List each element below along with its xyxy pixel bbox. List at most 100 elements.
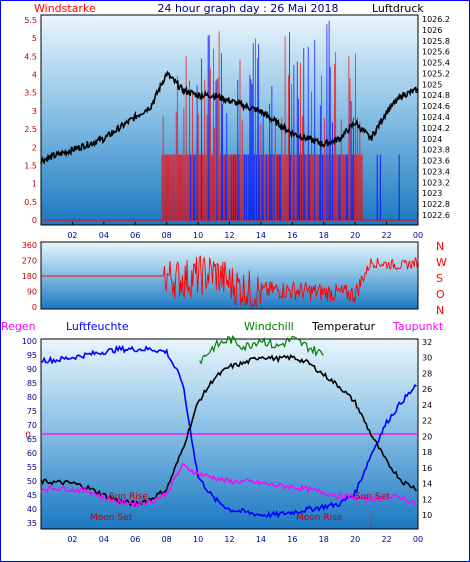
x-tick-label: 12	[224, 231, 234, 240]
windchill-label: Windchill	[244, 320, 294, 333]
direction-tick-label: 360	[22, 241, 37, 250]
temperature-tick-label: 16	[422, 464, 432, 473]
wind-tick-label: 3.5	[24, 89, 37, 98]
temperature-tick-label: 28	[422, 369, 432, 378]
pressure-tick-label: 1026	[422, 26, 442, 35]
humidity-tick-label: 85	[27, 379, 37, 388]
wind-tick-labels: 5.5 5 4.5 4 3.5 3 2.5 2 1.5 1 0.5 0	[24, 16, 37, 225]
pressure-tick-label: 1022.6	[422, 211, 450, 220]
temperature-tick-label: 32	[422, 338, 432, 347]
humidity-tick-label: 40	[27, 505, 37, 514]
temperature-tick-label: 18	[422, 448, 432, 457]
x-tick-label: 18	[319, 535, 329, 544]
x-tick-label: 06	[130, 535, 140, 544]
x-axis-tick-labels: 02 04 06 08 10 12 14 16 18 20 22 00	[67, 535, 423, 544]
x-tick-label: 04	[99, 535, 109, 544]
x-tick-label: 14	[256, 535, 266, 544]
wind-tick-label: 3	[32, 107, 37, 116]
humidity-tick-label: 55	[27, 463, 37, 472]
humidity-tick-label: 65	[27, 435, 37, 444]
pressure-tick-label: 1023.8	[422, 146, 450, 155]
x-tick-label: 16	[287, 231, 297, 240]
pressure-tick-label: 1022.8	[422, 200, 450, 209]
direction-tick-labels: 360 270 180 90 0	[22, 241, 37, 312]
windchill-series-line	[199, 334, 325, 365]
wind-tick-label: 1	[32, 180, 37, 189]
x-tick-label: 00	[413, 535, 423, 544]
direction-tick-label: 180	[22, 272, 37, 281]
temperature-series-line	[40, 353, 417, 507]
humidity-tick-labels: 100 95 90 85 80 75 70 65 60 55 50 45 40 35	[22, 337, 37, 528]
temperature-tick-label: 24	[422, 401, 432, 410]
x-tick-label: 14	[256, 231, 266, 240]
humidity-tick-label: 80	[27, 393, 37, 402]
humidity-tick-label: 45	[27, 491, 37, 500]
pressure-tick-label: 1024.2	[422, 124, 450, 133]
moon-set-annotation: Moon Set	[90, 513, 133, 523]
wind-tick-label: 2	[32, 143, 37, 152]
direction-tick-label: 270	[22, 257, 37, 266]
x-tick-label: 00	[413, 231, 423, 240]
x-tick-label: 22	[381, 535, 391, 544]
pressure-tick-label: 1024.6	[422, 102, 450, 111]
x-tick-label: 16	[287, 535, 297, 544]
x-tick-label: 08	[162, 231, 172, 240]
humidity-tick-label: 95	[27, 351, 37, 360]
humidity-label: Luftfeuchte	[66, 320, 129, 333]
temperature-tick-label: 26	[422, 385, 432, 394]
wind-tick-label: 4.5	[24, 52, 37, 61]
wind-direction-line	[41, 255, 419, 309]
humidity-tick-label: 100	[22, 337, 37, 346]
pressure-series-line	[40, 70, 418, 165]
temperature-tick-label: 12	[422, 495, 432, 504]
pressure-tick-label: 1023	[422, 189, 442, 198]
temperature-tick-label: 10	[422, 511, 432, 520]
pressure-tick-label: 1025.2	[422, 69, 450, 78]
pressure-tick-label: 1025.8	[422, 37, 450, 46]
x-tick-label: 10	[193, 535, 203, 544]
pressure-tick-label: 1023.2	[422, 178, 450, 187]
temperature-tick-label: 30	[422, 354, 432, 363]
wind-tick-label: 5.5	[24, 16, 37, 25]
temperature-tick-label: 22	[422, 417, 432, 426]
pressure-tick-label: 1023.4	[422, 167, 450, 176]
wind-tick-label: 1.5	[24, 161, 37, 170]
pressure-tick-label: 1025.4	[422, 59, 450, 68]
dewpoint-label: Taupunkt	[392, 320, 444, 333]
panel-1-area	[40, 14, 419, 226]
wind-tick-label: 5	[32, 34, 37, 43]
wind-tick-label: 0	[32, 216, 37, 225]
pressure-tick-label: 1026.2	[422, 15, 450, 24]
x-tick-label: 04	[99, 231, 109, 240]
x-axis-ticks-panel1: 02 04 06 08 10 12 14 16 18 20 22 00	[67, 222, 423, 240]
x-tick-label: 20	[350, 231, 360, 240]
wind-speed-bars	[41, 20, 418, 221]
pressure-tick-label: 1025	[422, 80, 442, 89]
rain-label: Regen	[1, 320, 36, 333]
temperature-tick-label: 20	[422, 432, 432, 441]
humidity-tick-label: 70	[27, 421, 37, 430]
x-tick-label: 06	[130, 231, 140, 240]
pressure-tick-label: 1024.4	[422, 113, 450, 122]
pressure-tick-label: 1024	[422, 135, 442, 144]
temperature-tick-labels: 32 30 28 26 24 22 20 18 16 14 12 10	[422, 338, 432, 520]
chart-title: 24 hour graph day : 26 Mai 2018	[157, 2, 338, 15]
temperature-label: Temperatur	[311, 320, 376, 333]
x-tick-label: 02	[67, 231, 77, 240]
compass-label: W	[436, 256, 447, 269]
wind-axis-label: Windstarke	[34, 2, 96, 15]
temperature-tick-label: 14	[422, 480, 432, 489]
wind-tick-label: 4	[32, 71, 37, 80]
rain-zero-label: 0	[25, 431, 31, 441]
pressure-tick-label: 1025.6	[422, 48, 450, 57]
panel-wind-pressure: 5.5 5 4.5 4 3.5 3 2.5 2 1.5 1 0.5 0 1026.2 1026 1025.…	[24, 14, 450, 240]
humidity-tick-label: 60	[27, 449, 37, 458]
sun-rise-annotation: Sun Rise	[109, 492, 148, 502]
pressure-axis-label: Luftdruck	[372, 2, 424, 15]
x-tick-label: 02	[67, 535, 77, 544]
